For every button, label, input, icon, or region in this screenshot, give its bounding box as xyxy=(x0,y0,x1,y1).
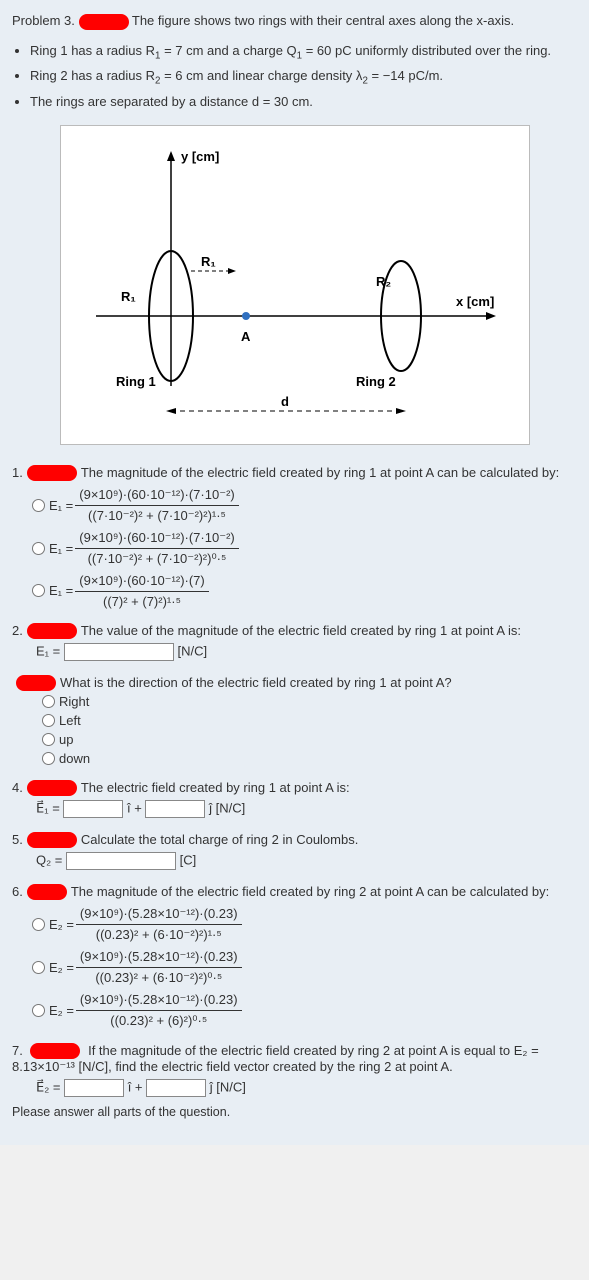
q4-input-j[interactable] xyxy=(145,800,205,818)
q7-text2: 8.13×10⁻¹³ [N/C], find the electric fiel… xyxy=(12,1059,453,1074)
q6-num: 6. xyxy=(12,884,23,899)
q7-num: 7. xyxy=(12,1043,23,1058)
q1-radio-1[interactable] xyxy=(32,499,45,512)
q6-radio-2[interactable] xyxy=(32,961,45,974)
answer-all-note: Please answer all parts of the question. xyxy=(12,1105,577,1119)
q5-text: Calculate the total charge of ring 2 in … xyxy=(81,832,359,847)
ring1-label: Ring 1 xyxy=(116,374,156,389)
q1-text: The magnitude of the electric field crea… xyxy=(81,465,559,480)
q4-text: The electric field created by ring 1 at … xyxy=(81,780,350,795)
q1-num: 1. xyxy=(12,465,23,480)
redaction xyxy=(27,832,77,848)
r1-arrow-label: R₁ xyxy=(201,254,216,269)
q7-input-i[interactable] xyxy=(64,1079,124,1097)
r2-label: R₂ xyxy=(376,274,391,289)
given-list: Ring 1 has a radius R1 = 7 cm and a char… xyxy=(12,42,577,111)
problem-label: Problem 3. xyxy=(12,13,75,28)
q6-text: The magnitude of the electric field crea… xyxy=(71,884,549,899)
q4-input-i[interactable] xyxy=(63,800,123,818)
q3-radio-down[interactable] xyxy=(42,752,55,765)
q7-input-j[interactable] xyxy=(146,1079,206,1097)
q3-radio-left[interactable] xyxy=(42,714,55,727)
redaction xyxy=(27,623,77,639)
q4-num: 4. xyxy=(12,780,23,795)
r1-label: R₁ xyxy=(121,289,136,304)
redaction xyxy=(16,675,56,691)
redaction xyxy=(79,14,129,30)
bullet-1: Ring 1 has a radius R1 = 7 cm and a char… xyxy=(30,42,577,63)
q3-text: What is the direction of the electric fi… xyxy=(60,675,452,690)
q3-radio-up[interactable] xyxy=(42,733,55,746)
x-axis-label: x [cm] xyxy=(456,294,494,309)
q5-input[interactable] xyxy=(66,852,176,870)
redaction xyxy=(27,465,77,481)
q5-num: 5. xyxy=(12,832,23,847)
q2-input[interactable] xyxy=(64,643,174,661)
y-axis-label: y [cm] xyxy=(181,149,219,164)
bullet-3: The rings are separated by a distance d … xyxy=(30,93,577,111)
q7-text1: If the magnitude of the electric field c… xyxy=(88,1043,539,1058)
redaction xyxy=(27,780,77,796)
q2-text: The value of the magnitude of the electr… xyxy=(81,623,521,638)
q1-radio-3[interactable] xyxy=(32,584,45,597)
q1-radio-2[interactable] xyxy=(32,542,45,555)
redaction xyxy=(27,884,67,900)
redaction xyxy=(30,1043,80,1059)
rings-figure: y [cm] x [cm] R₁ Ring 1 R₁ A R₂ Ring 2 d xyxy=(60,125,530,445)
point-a-label: A xyxy=(241,329,251,344)
ring2-label: Ring 2 xyxy=(356,374,396,389)
d-label: d xyxy=(281,394,289,409)
q6-radio-1[interactable] xyxy=(32,918,45,931)
q2-num: 2. xyxy=(12,623,23,638)
figure-description: The figure shows two rings with their ce… xyxy=(132,13,514,28)
q3-radio-right[interactable] xyxy=(42,695,55,708)
bullet-2: Ring 2 has a radius R2 = 6 cm and linear… xyxy=(30,67,577,88)
q6-radio-3[interactable] xyxy=(32,1004,45,1017)
